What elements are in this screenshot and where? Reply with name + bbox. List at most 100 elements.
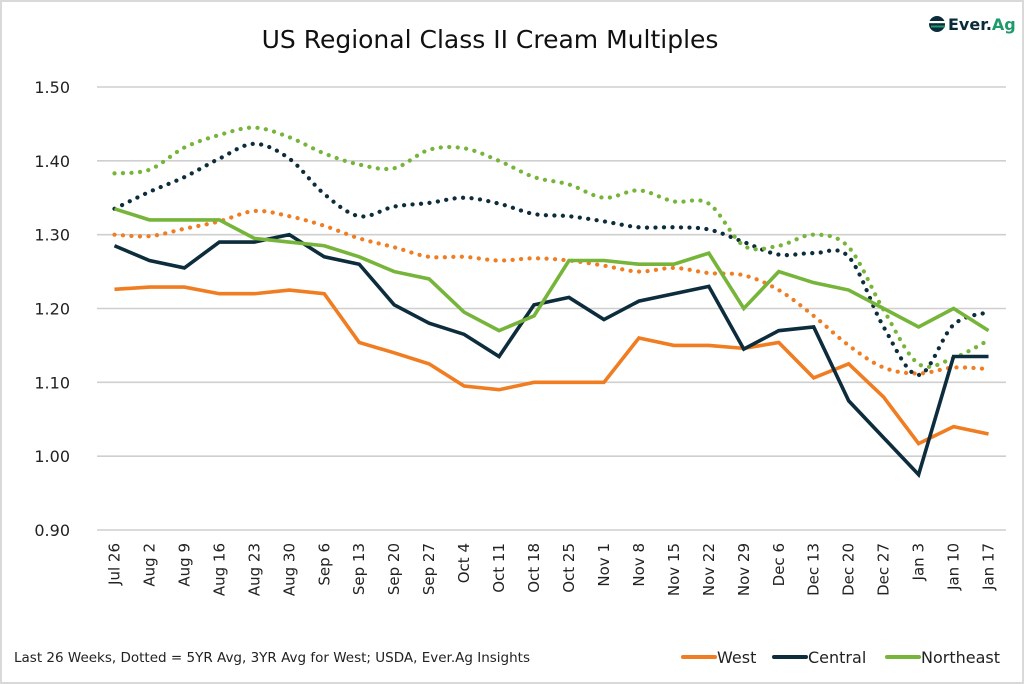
data-point	[182, 146, 186, 150]
data-point	[462, 384, 466, 388]
data-point	[567, 295, 571, 299]
data-point	[427, 148, 431, 152]
data-point	[427, 201, 431, 205]
series-line-west	[114, 285, 989, 446]
data-point	[462, 255, 466, 259]
data-point	[252, 240, 256, 244]
data-point	[392, 245, 396, 249]
series-group	[112, 125, 991, 479]
data-point	[602, 380, 606, 384]
data-point	[217, 240, 221, 244]
data-point	[182, 218, 186, 222]
data-point	[112, 207, 116, 211]
data-point	[812, 281, 816, 285]
data-point	[847, 343, 851, 347]
y-axis: 1.50 1.40 1.30 1.20 1.10 1.00 0.90	[34, 78, 70, 540]
data-point	[777, 270, 781, 274]
data-point	[252, 292, 256, 296]
data-point	[532, 175, 536, 179]
data-point	[602, 219, 606, 223]
y-tick-label: 0.90	[34, 521, 70, 540]
chart-title: US Regional Class II Cream Multiples	[262, 25, 719, 54]
y-tick-label: 1.00	[34, 447, 70, 466]
data-point	[462, 310, 466, 314]
data-point	[917, 373, 921, 377]
x-tick-label: Dec 13	[805, 543, 823, 596]
data-point	[707, 251, 711, 255]
data-point	[182, 175, 186, 179]
data-point	[567, 259, 571, 263]
legend-item-northeast: Northeast	[885, 648, 1000, 667]
data-point	[707, 343, 711, 347]
data-point	[462, 146, 466, 150]
data-point	[252, 142, 256, 146]
data-point	[427, 362, 431, 366]
legend: West Central Northeast	[681, 648, 1000, 667]
data-point	[987, 432, 991, 436]
data-point	[147, 168, 151, 172]
data-point	[917, 325, 921, 329]
x-tick-label: Oct 18	[525, 543, 543, 593]
data-point	[777, 329, 781, 333]
data-point	[287, 157, 291, 161]
data-point	[777, 340, 781, 344]
data-point	[602, 264, 606, 268]
data-point	[812, 251, 816, 255]
data-point	[252, 236, 256, 240]
data-point	[357, 262, 361, 266]
legend-label: West	[717, 648, 756, 667]
data-point	[287, 233, 291, 237]
x-tick-label: Sep 27	[420, 543, 438, 595]
gridlines	[97, 86, 1006, 531]
data-point	[287, 214, 291, 218]
data-point	[357, 236, 361, 240]
data-point	[637, 188, 641, 192]
x-tick-label: Nov 29	[735, 543, 753, 596]
data-point	[497, 202, 501, 206]
x-tick-label: Sep 20	[385, 543, 403, 595]
data-point	[742, 307, 746, 311]
data-point	[637, 262, 641, 266]
data-point	[777, 244, 781, 248]
data-point	[987, 310, 991, 314]
data-point	[287, 240, 291, 244]
data-point	[602, 318, 606, 322]
series-line-central-5yr-avg	[112, 141, 991, 378]
data-point	[882, 307, 886, 311]
data-point	[987, 338, 991, 342]
data-point	[147, 285, 151, 289]
x-tick-label: Aug 30	[280, 543, 298, 596]
data-point	[882, 366, 886, 370]
data-point	[777, 288, 781, 292]
logo-text-ag: Ag	[992, 15, 1016, 34]
x-tick-label: Sep 13	[350, 543, 368, 595]
data-point	[532, 314, 536, 318]
data-point	[182, 266, 186, 270]
data-point	[357, 214, 361, 218]
data-point	[777, 253, 781, 257]
data-point	[847, 288, 851, 292]
data-point	[322, 151, 326, 155]
y-tick-label: 1.40	[34, 152, 70, 171]
data-point	[847, 399, 851, 403]
data-point	[322, 255, 326, 259]
data-point	[357, 163, 361, 167]
logo-text-ever: Ever.	[948, 15, 992, 34]
data-point	[637, 299, 641, 303]
data-point	[952, 354, 956, 358]
data-point	[742, 347, 746, 351]
data-point	[987, 367, 991, 371]
everag-logo: Ever.Ag	[929, 15, 1016, 34]
data-point	[707, 227, 711, 231]
x-tick-label: Jan 17	[980, 543, 998, 591]
data-point	[392, 303, 396, 307]
data-point	[392, 351, 396, 355]
data-point	[497, 354, 501, 358]
data-point	[672, 225, 676, 229]
data-point	[917, 473, 921, 477]
source-note: Last 26 Weeks, Dotted = 5YR Avg, 3YR Avg…	[14, 650, 530, 666]
data-point	[322, 292, 326, 296]
data-point	[112, 171, 116, 175]
